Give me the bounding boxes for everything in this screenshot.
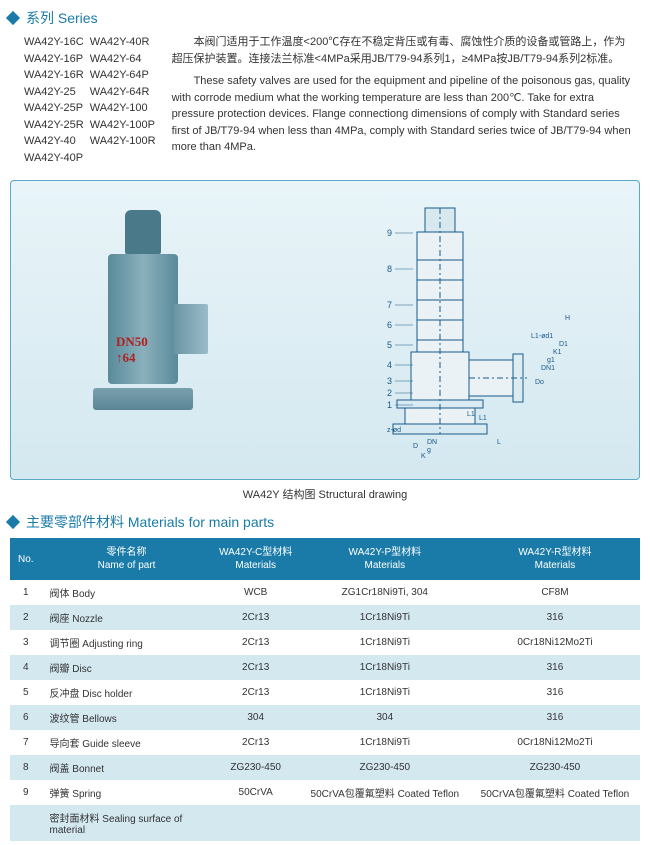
series-item: WA42Y-25R (24, 117, 84, 134)
svg-text:DN1: DN1 (541, 365, 555, 372)
svg-text:L1-ød1: L1-ød1 (531, 333, 553, 340)
th-r: WA42Y-R型材料Materials (470, 538, 640, 580)
description-block: 本阀门适用于工作温度<200℃存在不稳定背压或有毒、腐蚀性介质的设备或管路上，作… (172, 34, 634, 166)
series-item: WA42Y-64R (90, 84, 156, 101)
svg-text:3: 3 (387, 376, 392, 386)
svg-text:6: 6 (387, 320, 392, 330)
svg-text:g1: g1 (547, 357, 555, 364)
table-row: 8阀盖 BonnetZG230-450ZG230-450ZG230-450 (10, 755, 640, 780)
table-row: 4阀瓣 Disc2Cr131Cr18Ni9Ti316 (10, 655, 640, 680)
svg-text:Do: Do (535, 379, 544, 386)
series-item: WA42Y-40 (24, 133, 84, 150)
th-p: WA42Y-P型材料Materials (300, 538, 470, 580)
svg-text:9: 9 (387, 228, 392, 238)
svg-text:2: 2 (387, 388, 392, 398)
table-row: 2阀座 Nozzle2Cr131Cr18Ni9Ti316 (10, 605, 640, 630)
materials-table: No. 零件名称Name of part WA42Y-C型材料Materials… (10, 538, 640, 841)
series-content: WA42Y-16CWA42Y-16PWA42Y-16RWA42Y-25WA42Y… (0, 34, 650, 174)
figure-caption: WA42Y 结构图 Structural drawing (0, 486, 650, 502)
svg-text:D1: D1 (559, 341, 568, 348)
diamond-bullet (6, 11, 20, 25)
table-row: 1阀体 BodyWCBZG1Cr18Ni9Ti, 304CF8M (10, 580, 640, 605)
series-item: WA42Y-100P (90, 117, 156, 134)
table-row: 9弹簧 Spring50CrVA50CrVA包覆氟塑料 Coated Teflo… (10, 780, 640, 805)
th-name: 零件名称Name of part (42, 538, 212, 580)
svg-text:7: 7 (387, 300, 392, 310)
svg-text:L1: L1 (467, 411, 475, 418)
series-item: WA42Y-25 (24, 84, 84, 101)
desc-cn: 本阀门适用于工作温度<200℃存在不稳定背压或有毒、腐蚀性介质的设备或管路上，作… (172, 34, 634, 67)
series-item: WA42Y-40R (90, 34, 156, 51)
table-row: 密封面材料 Sealing surface of material (10, 805, 640, 841)
svg-text:DN: DN (427, 439, 437, 446)
series-item: WA42Y-64P (90, 67, 156, 84)
series-item: WA42Y-100R (90, 133, 156, 150)
svg-text:8: 8 (387, 264, 392, 274)
series-item: WA42Y-25P (24, 100, 84, 117)
table-row: 7导向套 Guide sleeve2Cr131Cr18Ni9Ti0Cr18Ni1… (10, 730, 640, 755)
series-col2: WA42Y-40RWA42Y-64WA42Y-64PWA42Y-64RWA42Y… (90, 34, 156, 166)
series-title: 系列 Series (26, 8, 98, 28)
figure-panel: DN50↑64 1 2 3 4 5 6 7 8 9 z-ød DNgKD L1 Do DN1g1 (10, 180, 640, 480)
svg-text:4: 4 (387, 360, 392, 370)
series-item: WA42Y-100 (90, 100, 156, 117)
series-item: WA42Y-16C (24, 34, 84, 51)
th-no: No. (10, 538, 42, 580)
series-item: WA42Y-64 (90, 51, 156, 68)
structural-drawing: 1 2 3 4 5 6 7 8 9 z-ød DNgKD L1 Do DN1g1K1D1 L1-ød1 H L… (307, 195, 587, 465)
series-item: WA42Y-16R (24, 67, 84, 84)
svg-text:L1: L1 (479, 415, 487, 422)
svg-text:z-ød: z-ød (387, 427, 401, 434)
svg-text:H: H (565, 315, 570, 322)
table-row: 5反冲盘 Disc holder2Cr131Cr18Ni9Ti316 (10, 680, 640, 705)
materials-title: 主要零部件材料 Materials for main parts (26, 512, 274, 532)
table-row: 6波纹管 Bellows304304316 (10, 705, 640, 730)
valve-label: DN50↑64 (116, 334, 148, 366)
th-c: WA42Y-C型材料Materials (212, 538, 300, 580)
valve-photo: DN50↑64 (63, 200, 223, 460)
svg-text:g: g (427, 447, 431, 454)
series-item: WA42Y-16P (24, 51, 84, 68)
desc-en: These safety valves are used for the equ… (172, 73, 634, 156)
svg-text:5: 5 (387, 340, 392, 350)
series-item: WA42Y-40P (24, 150, 84, 167)
svg-text:K1: K1 (553, 349, 562, 356)
svg-text:1: 1 (387, 400, 392, 410)
diamond-bullet (6, 515, 20, 529)
svg-text:D: D (413, 443, 418, 450)
svg-text:K: K (421, 453, 426, 460)
svg-text:L: L (497, 439, 501, 446)
table-row: 3调节圈 Adjusting ring2Cr131Cr18Ni9Ti0Cr18N… (10, 630, 640, 655)
series-col1: WA42Y-16CWA42Y-16PWA42Y-16RWA42Y-25WA42Y… (24, 34, 84, 166)
